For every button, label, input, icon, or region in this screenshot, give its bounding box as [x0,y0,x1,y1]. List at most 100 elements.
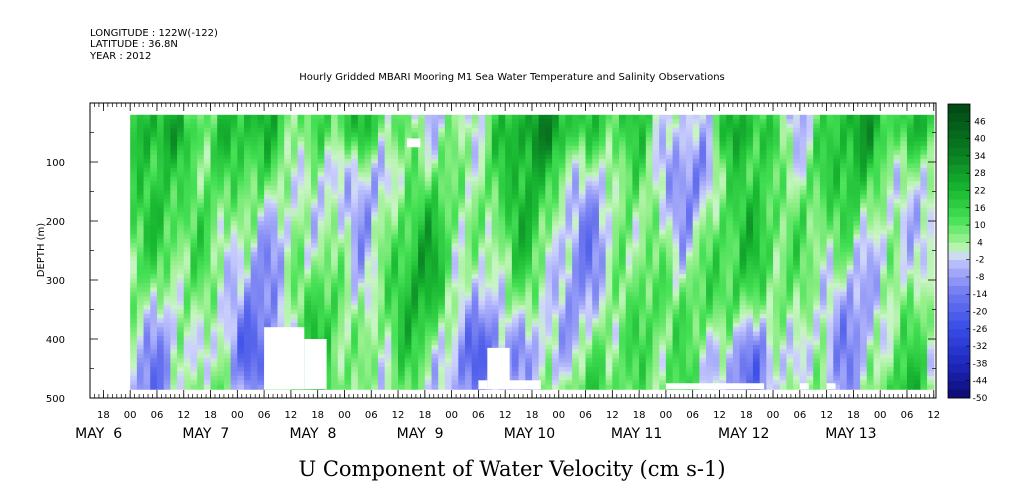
heatmap-cell [585,300,593,306]
heatmap-cell [491,344,500,350]
heatmap-cell [438,225,446,231]
heatmap-cell [357,190,366,196]
heatmap-cell [377,229,386,235]
heatmap-cell [384,119,392,125]
heatmap-cell [371,198,379,204]
heatmap-cell [377,256,386,262]
heatmap-cell [190,265,198,271]
heatmap-cell [665,225,674,231]
heatmap-cell [592,300,600,306]
heatmap-cell [632,247,640,253]
heatmap-cell [371,212,379,218]
heatmap-cell [478,229,486,235]
heatmap-cell [619,150,627,156]
heatmap-cell [331,300,339,306]
heatmap-cell [337,309,346,315]
heatmap-cell [531,243,540,249]
heatmap-cell [237,296,245,302]
heatmap-cell [545,176,553,182]
heatmap-cell [505,322,513,328]
heatmap-cell [143,313,151,319]
heatmap-cell [578,269,587,275]
heatmap-cell [491,251,500,257]
heatmap-cell [177,287,185,293]
heatmap-cell [136,176,145,182]
heatmap-cell [264,114,272,120]
heatmap-cell [558,353,567,359]
heatmap-cell [511,251,520,257]
heatmap-cell [351,194,359,200]
heatmap-cell [190,221,198,227]
heatmap-cell [177,159,185,165]
heatmap-cell [384,278,392,284]
heatmap-cell [230,136,238,142]
heatmap-cell [270,274,279,280]
heatmap-cell [652,367,660,373]
heatmap-cell [585,318,593,324]
heatmap-cell [250,296,259,302]
heatmap-cell [424,327,433,333]
heatmap-cell [391,198,399,204]
heatmap-cell [337,313,346,319]
heatmap-cell [143,282,151,288]
heatmap-cell [324,256,332,262]
heatmap-cell [572,194,580,200]
heatmap-cell [217,296,225,302]
heatmap-cell [398,322,406,328]
heatmap-cell [264,274,272,280]
heatmap-cell [150,331,158,337]
heatmap-cell [645,159,654,165]
heatmap-cell [264,150,272,156]
heatmap-cell [264,141,272,147]
heatmap-cell [605,247,613,253]
heatmap-cell [136,274,145,280]
heatmap-cell [244,336,252,342]
heatmap-cell [190,123,198,129]
heatmap-cell [230,269,238,275]
heatmap-cell [384,251,392,257]
heatmap-cell [143,207,151,213]
heatmap-cell [552,269,560,275]
heatmap-cell [585,190,593,196]
heatmap-cell [619,327,627,333]
heatmap-cell [444,340,453,346]
heatmap-cell [605,145,613,151]
heatmap-cell [531,207,540,213]
heatmap-cell [478,216,486,222]
heatmap-cell [418,172,426,178]
heatmap-cell [190,154,198,160]
heatmap-cell [230,159,238,165]
heatmap-cell [471,336,479,342]
heatmap-cell [645,136,654,142]
heatmap-cell [431,243,439,249]
heatmap-cell [659,331,667,337]
heatmap-cell [210,221,218,227]
heatmap-cell [357,198,366,204]
heatmap-cell [625,225,634,231]
heatmap-cell [444,185,453,191]
heatmap-cell [290,181,299,187]
heatmap-cell [384,340,392,346]
heatmap-cell [404,380,413,386]
heatmap-cell [230,154,238,160]
heatmap-cell [585,207,593,213]
heatmap-cell [203,132,212,138]
heatmap-cell [223,327,232,333]
heatmap-cell [197,207,205,213]
heatmap-cell [391,229,399,235]
heatmap-cell [531,251,540,257]
heatmap-cell [485,150,493,156]
heatmap-cell [659,190,667,196]
heatmap-cell [230,251,238,257]
heatmap-cell [411,380,419,386]
heatmap-cell [257,349,265,355]
heatmap-cell [418,349,426,355]
heatmap-cell [485,176,493,182]
heatmap-cell [511,203,520,209]
heatmap-cell [244,229,252,235]
heatmap-cell [177,247,185,253]
heatmap-cell [639,296,647,302]
heatmap-cell [639,353,647,359]
heatmap-cell [404,336,413,342]
heatmap-cell [264,198,272,204]
